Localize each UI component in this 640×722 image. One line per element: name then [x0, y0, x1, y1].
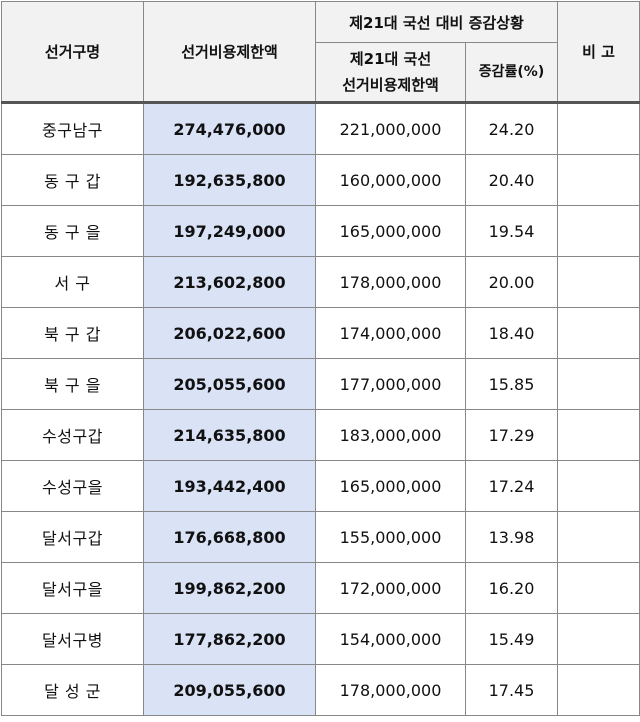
prev-limit-cell: 221,000,000: [315, 102, 466, 155]
limit-cell: 274,476,000: [143, 102, 316, 155]
table-row: 달 성 군 209,055,600 178,000,000 17.45: [1, 664, 640, 716]
limit-cell: 192,635,800: [143, 154, 316, 206]
header-prev-limit-line1: 제21대 국선: [349, 50, 432, 68]
header-prev-limit-line2: 선거비용제한액: [342, 76, 439, 94]
district-cell: 북 구 갑: [1, 307, 144, 359]
change-rate-cell: 17.29: [464, 409, 559, 461]
prev-limit-cell: 183,000,000: [315, 409, 466, 461]
district-cell: 수성구을: [1, 460, 144, 512]
table-row: 북 구 갑 206,022,600 174,000,000 18.40: [1, 307, 640, 359]
change-rate-cell: 13.98: [464, 511, 559, 563]
district-cell: 북 구 을: [1, 358, 144, 410]
table-header: 선거구명 선거비용제한액 제21대 국선 대비 증감상황 비 고 제21대 국선…: [1, 1, 640, 104]
limit-cell: 197,249,000: [143, 205, 316, 257]
limit-cell: 205,055,600: [143, 358, 316, 410]
change-rate-cell: 15.85: [464, 358, 559, 410]
limit-cell: 193,442,400: [143, 460, 316, 512]
prev-limit-cell: 160,000,000: [315, 154, 466, 206]
district-cell: 달서구을: [1, 562, 144, 614]
prev-limit-cell: 172,000,000: [315, 562, 466, 614]
remarks-cell: [557, 562, 640, 614]
remarks-cell: [557, 511, 640, 563]
district-cell: 중구남구: [1, 102, 144, 155]
header-remarks: 비 고: [557, 1, 640, 104]
remarks-cell: [557, 664, 640, 716]
change-rate-cell: 24.20: [464, 102, 559, 155]
district-cell: 서 구: [1, 256, 144, 308]
remarks-cell: [557, 460, 640, 512]
remarks-cell: [557, 256, 640, 308]
table-row: 중구남구 274,476,000 221,000,000 24.20: [1, 102, 640, 155]
limit-cell: 209,055,600: [143, 664, 316, 716]
table-row: 수성구갑 214,635,800 183,000,000 17.29: [1, 409, 640, 461]
table-row: 달서구갑 176,668,800 155,000,000 13.98: [1, 511, 640, 563]
prev-limit-cell: 178,000,000: [315, 256, 466, 308]
district-cell: 동 구 을: [1, 205, 144, 257]
district-cell: 달서구병: [1, 613, 144, 665]
remarks-cell: [557, 307, 640, 359]
change-rate-cell: 20.40: [464, 154, 559, 206]
district-cell: 달 성 군: [1, 664, 144, 716]
change-rate-cell: 19.54: [464, 205, 559, 257]
table-row: 북 구 을 205,055,600 177,000,000 15.85: [1, 358, 640, 410]
change-rate-cell: 18.40: [464, 307, 559, 359]
header-change-rate: 증감률(%): [464, 42, 559, 104]
remarks-cell: [557, 154, 640, 206]
prev-limit-cell: 165,000,000: [315, 205, 466, 257]
table-body: 중구남구 274,476,000 221,000,000 24.20 동 구 갑 192,…: [1, 102, 640, 716]
header-district: 선거구명: [1, 1, 144, 104]
header-comparison-group: 제21대 국선 대비 증감상황: [314, 1, 559, 43]
remarks-cell: [557, 409, 640, 461]
prev-limit-cell: 178,000,000: [315, 664, 466, 716]
limit-cell: 213,602,800: [143, 256, 316, 308]
limit-cell: 177,862,200: [143, 613, 316, 665]
district-cell: 동 구 갑: [1, 154, 144, 206]
remarks-cell: [557, 358, 640, 410]
header-prev-limit: 제21대 국선 선거비용제한액: [315, 42, 466, 104]
district-cell: 달서구갑: [1, 511, 144, 563]
table-row: 달서구을 199,862,200 172,000,000 16.20: [1, 562, 640, 614]
table-row: 달서구병 177,862,200 154,000,000 15.49: [1, 613, 640, 665]
table-row: 동 구 갑 192,635,800 160,000,000 20.40: [1, 154, 640, 206]
remarks-cell: [557, 102, 640, 155]
prev-limit-cell: 155,000,000: [315, 511, 466, 563]
remarks-cell: [557, 613, 640, 665]
remarks-cell: [557, 205, 640, 257]
change-rate-cell: 16.20: [464, 562, 559, 614]
table-row: 동 구 을 197,249,000 165,000,000 19.54: [1, 205, 640, 257]
limit-cell: 176,668,800: [143, 511, 316, 563]
limit-cell: 214,635,800: [143, 409, 316, 461]
header-limit: 선거비용제한액: [143, 1, 316, 104]
change-rate-cell: 17.45: [464, 664, 559, 716]
district-cell: 수성구갑: [1, 409, 144, 461]
change-rate-cell: 17.24: [464, 460, 559, 512]
prev-limit-cell: 174,000,000: [315, 307, 466, 359]
table-row: 수성구을 193,442,400 165,000,000 17.24: [1, 460, 640, 512]
table-row: 서 구 213,602,800 178,000,000 20.00: [1, 256, 640, 308]
prev-limit-cell: 177,000,000: [315, 358, 466, 410]
limit-cell: 199,862,200: [143, 562, 316, 614]
limit-cell: 206,022,600: [143, 307, 316, 359]
change-rate-cell: 15.49: [464, 613, 559, 665]
prev-limit-cell: 154,000,000: [315, 613, 466, 665]
prev-limit-cell: 165,000,000: [315, 460, 466, 512]
change-rate-cell: 20.00: [464, 256, 559, 308]
